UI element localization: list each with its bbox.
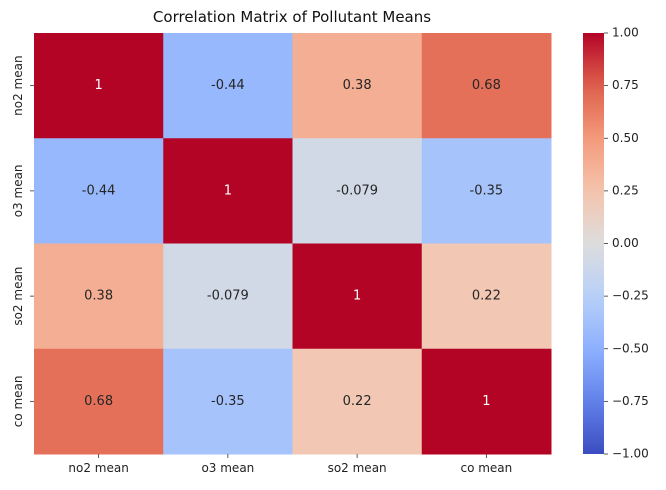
- heatmap-cell: [292, 348, 423, 455]
- heatmap-cell: [34, 138, 164, 244]
- heatmap-cell: [421, 243, 552, 350]
- heatmap-cell: [163, 243, 293, 350]
- heatmap-cell-label: 0.68: [84, 394, 113, 409]
- colorbar-tick-label: 0.00: [612, 236, 639, 250]
- heatmap-cell: [421, 138, 552, 244]
- y-tick-label: co mean: [11, 375, 25, 427]
- heatmap-cell: [34, 348, 164, 455]
- heatmap-cell: [292, 33, 423, 139]
- x-tick-label: so2 mean: [328, 461, 387, 475]
- colorbar-tick-label: −0.75: [612, 394, 649, 408]
- y-axis: no2 mean o3 mean so2 mean co mean: [11, 55, 34, 427]
- heatmap-cell: [292, 243, 423, 350]
- chart-title: Correlation Matrix of Pollutant Means: [153, 8, 431, 26]
- colorbar-tick-label: 0.25: [612, 183, 639, 197]
- heatmap-cell-labels: 1 -0.44 0.38 0.68 -0.44 1 -0.079 -0.35 0.38 -0.07…: [82, 78, 503, 409]
- heatmap-cell-label: 0.22: [472, 289, 501, 304]
- heatmap-cell: [34, 243, 164, 350]
- x-tick-label: no2 mean: [68, 461, 128, 475]
- heatmap-cell-label: -0.35: [470, 183, 504, 198]
- heatmap-cell: [292, 138, 423, 244]
- heatmap-cell-label: -0.44: [211, 78, 245, 93]
- heatmap-cell: [34, 33, 164, 139]
- heatmap-cell-label: -0.44: [82, 183, 116, 198]
- heatmap-cell-label: 1: [482, 394, 490, 409]
- y-tick-label: so2 mean: [11, 267, 25, 326]
- colorbar-tick-label: −0.50: [612, 341, 649, 355]
- heatmap-cell: [421, 348, 552, 455]
- heatmap-cell-label: 1: [224, 183, 232, 198]
- heatmap-cell-label: -0.079: [336, 183, 378, 198]
- colorbar-tick-label: 1.00: [612, 26, 639, 40]
- y-tick-label: no2 mean: [11, 55, 25, 115]
- heatmap-cell-label: 0.68: [472, 78, 501, 93]
- heatmap-cell-label: -0.35: [211, 394, 245, 409]
- heatmap-cells: [34, 33, 552, 455]
- colorbar: 1.00 0.75 0.50 0.25 0.00 −0.25 −0.50 −0.75 −1.00: [583, 26, 649, 461]
- heatmap-cell: [163, 33, 293, 139]
- heatmap-cell-label: -0.079: [207, 289, 249, 304]
- x-axis: no2 mean o3 mean so2 mean co mean: [68, 454, 512, 475]
- heatmap-cell-label: 1: [94, 78, 102, 93]
- colorbar-tick-label: 0.75: [612, 78, 639, 92]
- colorbar-tick-label: −0.25: [612, 289, 649, 303]
- heatmap-cell: [421, 33, 552, 139]
- colorbar-tick-label: −1.00: [612, 447, 649, 461]
- heatmap-cell: [163, 348, 293, 455]
- colorbar-tick-label: 0.50: [612, 131, 639, 145]
- colorbar-gradient: [583, 33, 604, 454]
- heatmap-cell-label: 1: [353, 289, 361, 304]
- x-tick-label: o3 mean: [201, 461, 254, 475]
- x-tick-label: co mean: [460, 461, 512, 475]
- y-tick-label: o3 mean: [11, 164, 25, 217]
- heatmap-cell-label: 0.38: [343, 78, 372, 93]
- heatmap-cell-label: 0.38: [84, 289, 113, 304]
- heatmap-cell: [163, 138, 293, 244]
- heatmap-cell-label: 0.22: [343, 394, 372, 409]
